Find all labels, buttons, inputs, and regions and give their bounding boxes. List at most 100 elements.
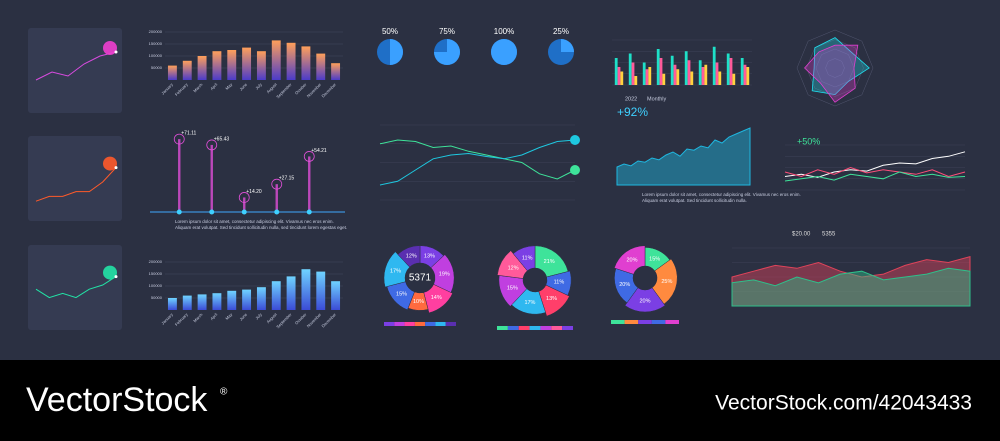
legend-swatch — [414, 322, 426, 326]
legend-swatch — [425, 322, 436, 326]
bar — [256, 287, 266, 310]
bar — [617, 67, 621, 85]
bar — [687, 60, 691, 85]
progress — [390, 39, 403, 65]
stem — [243, 197, 246, 212]
line — [35, 51, 117, 81]
value-label: 21% — [544, 259, 555, 265]
footer-band — [0, 360, 1000, 441]
x-tick-label: May — [224, 82, 233, 91]
x-tick-label: May — [224, 312, 233, 321]
legend: Monthly — [647, 96, 667, 102]
legend: 2022 — [625, 96, 637, 102]
bar — [316, 271, 326, 310]
url: VectorStock.com/42043433 — [715, 392, 972, 415]
donut-hole — [633, 266, 657, 290]
line — [379, 139, 576, 180]
legend-swatch — [638, 320, 652, 324]
bar — [301, 46, 311, 80]
value-label: 11% — [522, 256, 533, 262]
base-dot — [209, 209, 215, 215]
bar — [701, 67, 705, 85]
x-tick-label: June — [238, 311, 248, 321]
area — [616, 127, 751, 186]
bar — [316, 53, 326, 80]
bar — [614, 58, 618, 85]
bar — [256, 51, 266, 80]
bar — [718, 71, 722, 85]
radar-grid — [806, 39, 864, 97]
value-label: +14.20 — [246, 189, 262, 195]
line — [35, 167, 117, 202]
value-label: +54.21 — [311, 148, 327, 154]
bar — [286, 42, 296, 80]
bar — [746, 67, 750, 85]
base-dot — [274, 209, 280, 215]
bar — [656, 49, 660, 85]
y-tick-label: 200000 — [149, 259, 163, 264]
value-label: 12% — [406, 253, 417, 259]
stem-head — [173, 133, 185, 145]
note: Lorem ipsum dolor sit amet, consectetur … — [642, 192, 801, 197]
x-tick-label: March — [192, 82, 203, 93]
bar — [670, 55, 674, 85]
end-bubble — [103, 265, 117, 280]
bar — [197, 56, 207, 80]
legend-swatch — [540, 326, 552, 330]
brand: VectorStock — [26, 381, 208, 419]
value-label: 20% — [626, 258, 637, 264]
y-tick-label: 200000 — [149, 29, 163, 34]
legend-swatch — [624, 320, 639, 324]
bar — [662, 73, 666, 85]
line — [784, 166, 966, 178]
line — [784, 171, 966, 182]
value-label: 25% — [661, 279, 672, 285]
stem — [210, 144, 213, 212]
widget-card — [28, 245, 122, 330]
bar — [227, 290, 237, 310]
radar-grid — [825, 58, 845, 78]
bar — [167, 65, 177, 80]
value-label: 17% — [390, 268, 401, 274]
legend-swatch — [651, 320, 666, 324]
value-label: 15% — [649, 256, 660, 262]
value-label: 75% — [439, 27, 455, 36]
widget-card — [28, 136, 122, 221]
bar — [740, 58, 744, 85]
area — [731, 267, 971, 307]
value-label: +65.43 — [214, 136, 230, 142]
bar — [690, 71, 694, 85]
stem-head — [206, 139, 218, 151]
bar — [715, 62, 719, 85]
stem — [308, 156, 311, 212]
center-label: 5371 — [409, 273, 432, 284]
x-tick-label: June — [238, 81, 248, 91]
legend-swatch — [611, 320, 625, 324]
progress — [491, 39, 517, 65]
y-tick-label: 150000 — [149, 41, 163, 46]
base-dot — [306, 209, 312, 215]
bar — [642, 62, 646, 85]
title: +92% — [617, 105, 648, 119]
note: Lorem ipsum dolor sit amet, consectetur … — [175, 219, 334, 224]
legend-swatch — [665, 320, 679, 324]
value-label: +27.15 — [279, 175, 295, 181]
bar — [704, 64, 708, 85]
x-tick-label: March — [192, 312, 203, 323]
end-bubble — [103, 41, 117, 55]
radar-series — [804, 44, 859, 103]
stem — [178, 139, 181, 212]
x-tick-label: July — [254, 82, 263, 91]
y-tick-label: 100000 — [149, 53, 163, 58]
value-label: 12% — [508, 265, 519, 271]
bar — [197, 294, 207, 310]
annotation: $20.00 — [792, 232, 811, 238]
y-tick-label: 150000 — [149, 271, 163, 276]
bar — [271, 40, 281, 80]
line — [379, 139, 576, 186]
bar — [698, 60, 702, 85]
legend-swatch — [518, 326, 530, 330]
bar — [227, 50, 237, 80]
bar — [726, 53, 730, 85]
y-tick-label: 50000 — [151, 65, 163, 70]
